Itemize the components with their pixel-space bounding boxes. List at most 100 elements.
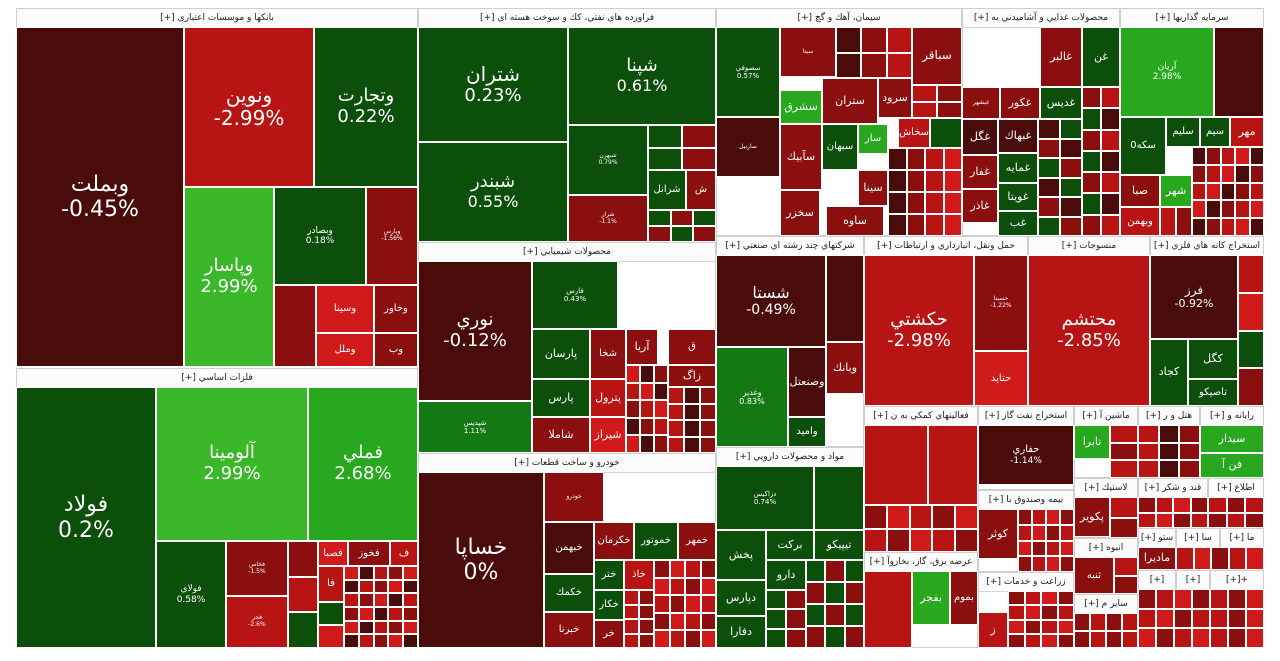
small-stock-tile[interactable] bbox=[1110, 517, 1138, 538]
small-stock-tile[interactable] bbox=[288, 576, 318, 613]
small-stock-tile[interactable] bbox=[943, 170, 962, 192]
small-stock-tile[interactable] bbox=[925, 170, 944, 192]
small-stock-tile[interactable] bbox=[1060, 509, 1074, 525]
stock-tile[interactable]: سار bbox=[858, 124, 888, 154]
small-stock-tile[interactable] bbox=[693, 226, 716, 242]
sector-header[interactable]: +[+] bbox=[1211, 571, 1263, 590]
small-stock-tile[interactable] bbox=[288, 541, 318, 577]
small-stock-tile[interactable] bbox=[1193, 547, 1212, 570]
stock-tile[interactable]: وامید bbox=[788, 417, 826, 447]
small-stock-tile[interactable] bbox=[403, 593, 418, 607]
small-stock-tile[interactable] bbox=[1245, 497, 1264, 513]
small-stock-tile[interactable] bbox=[1041, 605, 1058, 620]
small-stock-tile[interactable] bbox=[1110, 497, 1138, 518]
small-stock-tile[interactable] bbox=[1160, 207, 1176, 236]
stock-tile[interactable]: كوثر bbox=[978, 509, 1018, 559]
small-stock-tile[interactable] bbox=[766, 590, 786, 610]
small-stock-tile[interactable] bbox=[1211, 547, 1229, 570]
small-stock-tile[interactable] bbox=[1038, 177, 1060, 197]
stock-tile[interactable]: خمهر bbox=[678, 522, 716, 560]
small-stock-tile[interactable] bbox=[1155, 497, 1173, 513]
sector-header[interactable]: منسوجات [+] bbox=[1029, 237, 1149, 256]
stock-tile[interactable]: مهر bbox=[1230, 117, 1264, 147]
small-stock-tile[interactable] bbox=[1038, 119, 1060, 139]
small-stock-tile[interactable] bbox=[682, 125, 716, 148]
small-stock-tile[interactable] bbox=[1249, 164, 1264, 183]
small-stock-tile[interactable] bbox=[288, 612, 318, 648]
small-stock-tile[interactable] bbox=[1138, 628, 1156, 648]
stock-tile[interactable]: وبهمن bbox=[1120, 207, 1160, 236]
small-stock-tile[interactable] bbox=[1060, 119, 1082, 139]
small-stock-tile[interactable] bbox=[684, 420, 700, 437]
small-stock-tile[interactable] bbox=[1156, 628, 1174, 648]
small-stock-tile[interactable] bbox=[1173, 512, 1191, 528]
sector-header[interactable]: رايانه و [+] bbox=[1201, 407, 1263, 426]
small-stock-tile[interactable] bbox=[1192, 589, 1210, 609]
small-stock-tile[interactable] bbox=[888, 170, 907, 192]
small-stock-tile[interactable] bbox=[700, 560, 716, 578]
stock-tile[interactable]: سبهان bbox=[822, 124, 858, 170]
small-stock-tile[interactable] bbox=[358, 620, 374, 635]
small-stock-tile[interactable] bbox=[639, 604, 654, 619]
stock-tile[interactable]: سشرق bbox=[780, 90, 822, 124]
small-stock-tile[interactable] bbox=[1174, 589, 1192, 609]
stock-tile[interactable]: صبا bbox=[1120, 175, 1160, 207]
small-stock-tile[interactable] bbox=[1101, 150, 1120, 173]
small-stock-tile[interactable] bbox=[669, 630, 685, 648]
stock-tile[interactable]: نوري -0.12% bbox=[418, 261, 532, 401]
small-stock-tile[interactable] bbox=[1057, 605, 1074, 620]
small-stock-tile[interactable] bbox=[1226, 512, 1246, 528]
stock-tile[interactable]: ف bbox=[390, 541, 418, 566]
small-stock-tile[interactable] bbox=[825, 626, 845, 648]
stock-tile[interactable]: خودرو bbox=[544, 472, 604, 522]
small-stock-tile[interactable] bbox=[388, 593, 404, 607]
small-stock-tile[interactable] bbox=[1046, 540, 1060, 557]
small-stock-tile[interactable] bbox=[888, 148, 907, 170]
small-stock-tile[interactable] bbox=[700, 420, 716, 437]
sector-header[interactable]: انبوه [+] bbox=[1075, 539, 1137, 558]
small-stock-tile[interactable] bbox=[1246, 547, 1264, 570]
small-stock-tile[interactable] bbox=[925, 148, 944, 170]
small-stock-tile[interactable] bbox=[1060, 556, 1074, 573]
stock-tile[interactable]: حسينا -1.22% bbox=[974, 255, 1028, 351]
stock-tile[interactable]: سلیم bbox=[1166, 117, 1200, 147]
small-stock-tile[interactable] bbox=[358, 566, 374, 580]
small-stock-tile[interactable] bbox=[886, 505, 910, 529]
small-stock-tile[interactable] bbox=[1246, 608, 1264, 629]
small-stock-tile[interactable] bbox=[648, 210, 671, 226]
small-stock-tile[interactable] bbox=[388, 620, 404, 635]
small-stock-tile[interactable] bbox=[700, 577, 716, 596]
small-stock-tile[interactable] bbox=[1220, 164, 1236, 183]
small-stock-tile[interactable] bbox=[1192, 218, 1207, 236]
small-stock-tile[interactable] bbox=[1018, 556, 1032, 573]
small-stock-tile[interactable] bbox=[639, 590, 654, 605]
small-stock-tile[interactable] bbox=[1208, 512, 1227, 528]
stock-tile[interactable]: غدیس bbox=[1040, 87, 1082, 119]
small-stock-tile[interactable] bbox=[1238, 330, 1264, 369]
stock-tile[interactable]: سصوفي 0.57% bbox=[716, 27, 780, 117]
small-stock-tile[interactable] bbox=[1024, 633, 1041, 649]
small-stock-tile[interactable] bbox=[669, 595, 685, 613]
small-stock-tile[interactable] bbox=[1206, 147, 1221, 165]
small-stock-tile[interactable] bbox=[786, 590, 806, 610]
small-stock-tile[interactable] bbox=[648, 125, 682, 148]
small-stock-tile[interactable] bbox=[639, 619, 654, 634]
sector-header[interactable]: هتل و ر [+] bbox=[1139, 407, 1199, 426]
small-stock-tile[interactable] bbox=[626, 417, 640, 436]
small-stock-tile[interactable] bbox=[700, 436, 716, 453]
sector-header[interactable]: [+] bbox=[1177, 571, 1209, 590]
stock-tile[interactable]: غن bbox=[1082, 27, 1120, 87]
small-stock-tile[interactable] bbox=[1032, 524, 1046, 541]
small-stock-tile[interactable] bbox=[654, 382, 668, 401]
small-stock-tile[interactable] bbox=[1122, 630, 1138, 648]
small-stock-tile[interactable] bbox=[1018, 524, 1032, 541]
sector-header[interactable]: محصولات شيميايي [+] bbox=[419, 243, 715, 262]
small-stock-tile[interactable] bbox=[373, 566, 389, 580]
stock-tile[interactable]: خكار bbox=[594, 590, 624, 620]
small-stock-tile[interactable] bbox=[1060, 540, 1074, 557]
small-stock-tile[interactable] bbox=[1046, 556, 1060, 573]
small-stock-tile[interactable] bbox=[1110, 442, 1138, 461]
small-stock-tile[interactable] bbox=[1060, 197, 1082, 217]
stock-tile[interactable]: ماديرا bbox=[1138, 547, 1176, 570]
small-stock-tile[interactable] bbox=[1138, 442, 1159, 461]
